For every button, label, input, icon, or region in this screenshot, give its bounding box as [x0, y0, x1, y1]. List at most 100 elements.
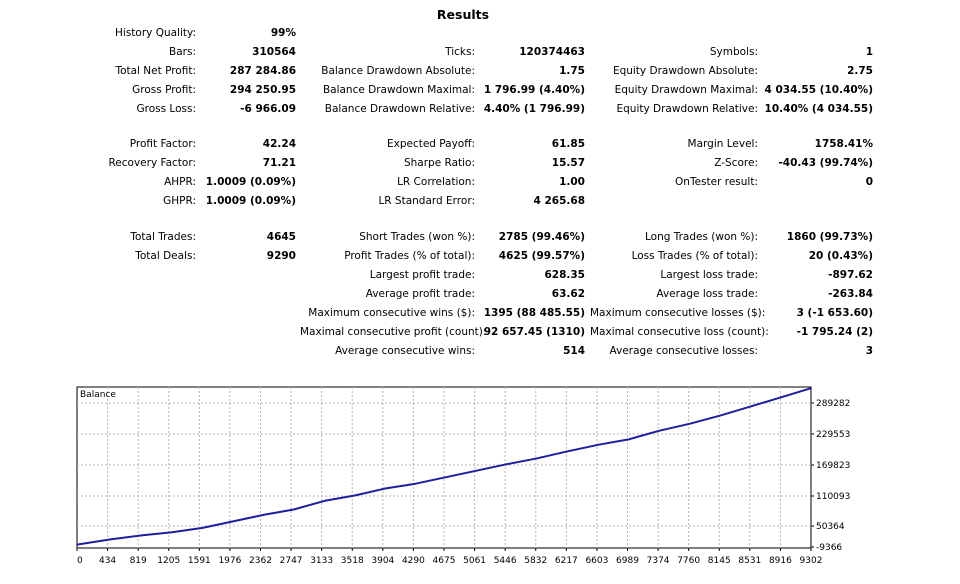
x-tick-label: 2747: [280, 556, 303, 566]
x-tick-label: 9302: [800, 556, 823, 566]
maximum-consecutive-losses-value: 3 (-1 653.60): [796, 307, 873, 319]
balance-point: [384, 487, 386, 490]
ontester-result-value: 0: [865, 176, 873, 188]
balance-point: [171, 531, 173, 533]
x-tick-label: 2362: [249, 556, 272, 566]
profit-factor-value: 42.24: [262, 138, 296, 150]
profit-trades-of-total-value: 4625 (99.57%): [498, 250, 585, 262]
maximal-consecutive-loss-count-label: Maximal consecutive loss (count):: [590, 326, 769, 338]
maximum-consecutive-wins-label: Maximum consecutive wins ($):: [308, 307, 475, 319]
balance-point: [232, 520, 234, 523]
x-tick-label: 7374: [647, 556, 670, 566]
profit-trades-of-total-label: Profit Trades (% of total):: [344, 250, 475, 262]
average-consecutive-wins-label: Average consecutive wins:: [335, 345, 475, 357]
x-tick-label: 6989: [616, 556, 639, 566]
average-loss-trade-value: -263.84: [828, 288, 873, 300]
margin-level-value: 1758.41%: [814, 138, 873, 150]
balance-point: [414, 482, 417, 485]
balance-point: [506, 463, 508, 465]
history-quality-label: History Quality:: [115, 27, 196, 39]
lr-correlation-label: LR Correlation:: [397, 176, 475, 188]
balance-point: [719, 414, 721, 417]
x-tick-label: 8531: [738, 556, 761, 566]
balance-point: [76, 543, 78, 546]
y-tick-label: -9366: [816, 543, 842, 553]
x-tick-label: 5446: [494, 556, 517, 566]
equity-drawdown-relative-label: Equity Drawdown Relative:: [616, 103, 758, 115]
y-tick-label: 289282: [816, 399, 850, 409]
largest-profit-trade-label: Largest profit trade:: [369, 269, 475, 281]
total-trades-label: Total Trades:: [130, 231, 196, 243]
ahpr-value: 1.0009 (0.09%): [205, 176, 296, 188]
long-trades-won-value: 1860 (99.73%): [786, 231, 873, 243]
x-tick-label: 7760: [677, 556, 700, 566]
lr-standard-error-value: 4 265.68: [533, 195, 585, 207]
x-tick-label: 5832: [524, 556, 547, 566]
balance-point: [627, 438, 630, 441]
balance-point: [110, 538, 113, 540]
average-profit-trade-value: 63.62: [551, 288, 585, 300]
z-score-value: -40.43 (99.74%): [778, 157, 873, 169]
sharpe-ratio-label: Sharpe Ratio:: [403, 157, 475, 169]
total-trades-value: 4645: [266, 231, 296, 243]
balance-point: [353, 494, 356, 497]
balance-drawdown-maximal-value: 1 796.99 (4.40%): [483, 84, 585, 96]
x-tick-label: 1976: [218, 556, 241, 566]
expected-payoff-value: 61.85: [551, 138, 585, 150]
lr-standard-error-label: LR Standard Error:: [378, 195, 475, 207]
x-tick-label: 4675: [433, 556, 456, 566]
maximal-consecutive-profit-count-label: Maximal consecutive profit (count):: [300, 326, 487, 338]
x-tick-label: 1591: [188, 556, 211, 566]
total-net-profit-value: 287 284.86: [229, 65, 296, 77]
equity-drawdown-maximal-value: 4 034.55 (10.40%): [764, 84, 873, 96]
average-consecutive-losses-value: 3: [865, 345, 873, 357]
ticks-value: 120374463: [519, 46, 585, 58]
balance-point: [262, 514, 265, 516]
short-trades-won-label: Short Trades (won %):: [359, 231, 475, 243]
equity-drawdown-maximal-label: Equity Drawdown Maximal:: [614, 84, 758, 96]
balance-drawdown-relative-label: Balance Drawdown Relative:: [324, 103, 475, 115]
x-tick-label: 0: [77, 556, 83, 566]
balance-point: [201, 527, 204, 529]
balance-drawdown-relative-value: 4.40% (1 796.99): [483, 103, 585, 115]
x-tick-label: 6603: [585, 556, 608, 566]
total-deals-label: Total Deals:: [135, 250, 196, 262]
y-tick-label: 50364: [816, 522, 845, 532]
average-consecutive-losses-label: Average consecutive losses:: [609, 345, 758, 357]
x-tick-label: 8916: [769, 556, 792, 566]
z-score-label: Z-Score:: [714, 157, 758, 169]
gross-profit-label: Gross Profit:: [132, 84, 196, 96]
profit-factor-label: Profit Factor:: [129, 138, 196, 150]
bars-value: 310564: [252, 46, 296, 58]
lr-correlation-value: 1.00: [559, 176, 585, 188]
bars-label: Bars:: [169, 46, 196, 58]
maximum-consecutive-losses-label: Maximum consecutive losses ($):: [590, 307, 766, 319]
balance-point: [323, 500, 326, 502]
balance-point: [658, 430, 660, 432]
x-tick-label: 3904: [371, 556, 394, 566]
x-tick-label: 4290: [402, 556, 425, 566]
symbols-label: Symbols:: [709, 46, 758, 58]
maximum-consecutive-wins-value: 1395 (88 485.55): [483, 307, 585, 319]
x-tick-label: 434: [99, 556, 116, 566]
ticks-label: Ticks:: [445, 46, 475, 58]
maximal-consecutive-loss-count-value: -1 795.24 (2): [796, 326, 873, 338]
recovery-factor-value: 71.21: [262, 157, 296, 169]
total-deals-value: 9290: [266, 250, 296, 262]
expected-payoff-label: Expected Payoff:: [386, 138, 475, 150]
largest-loss-trade-label: Largest loss trade:: [660, 269, 758, 281]
largest-loss-trade-value: -897.62: [828, 269, 873, 281]
equity-drawdown-absolute-value: 2.75: [847, 65, 873, 77]
balance-point: [475, 469, 478, 472]
maximal-consecutive-profit-count-value: 92 657.45 (1310): [483, 326, 585, 338]
results-title: Results: [436, 7, 490, 22]
loss-trades-of-total-label: Loss Trades (% of total):: [631, 250, 758, 262]
equity-drawdown-absolute-label: Equity Drawdown Absolute:: [612, 65, 758, 77]
history-quality-value: 99%: [270, 27, 296, 39]
gross-profit-value: 294 250.95: [229, 84, 296, 96]
x-tick-label: 1205: [157, 556, 180, 566]
x-tick-label: 5061: [463, 556, 486, 566]
gross-loss-label: Gross Loss:: [136, 103, 197, 115]
average-profit-trade-label: Average profit trade:: [365, 288, 475, 300]
x-tick-label: 3518: [341, 556, 364, 566]
